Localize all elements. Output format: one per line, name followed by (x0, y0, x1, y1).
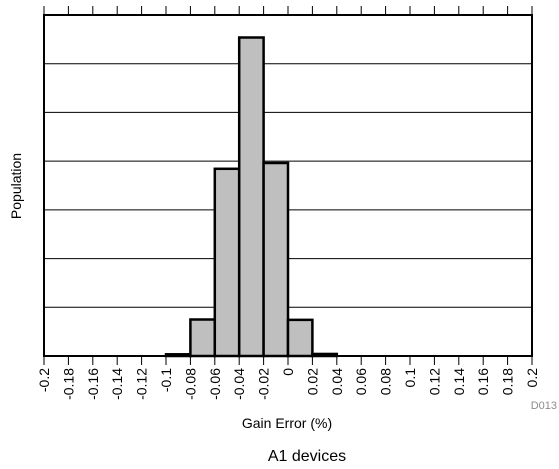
x-tick-label: -0.2 (36, 368, 52, 392)
x-tick-label: -0.1 (158, 368, 174, 392)
histogram-bar (213, 167, 241, 358)
histogram-bar (189, 318, 217, 358)
y-axis-label: Population (8, 152, 24, 220)
x-tick-label: -0.08 (182, 368, 198, 400)
x-tick-label: 0 (280, 368, 296, 376)
histogram-bar (262, 161, 290, 358)
histogram-bar (286, 318, 314, 358)
tick-marks (43, 6, 533, 365)
x-tick-label: 0.06 (353, 368, 369, 395)
x-tick-label: -0.14 (109, 368, 125, 400)
x-tick-label: -0.06 (207, 368, 223, 400)
histogram-bar (237, 36, 265, 358)
x-tick-label: 0.18 (500, 368, 516, 395)
x-tick-label: 0.16 (475, 368, 491, 395)
x-tick-label: -0.12 (134, 368, 150, 400)
x-tick-label: -0.16 (85, 368, 101, 400)
x-tick-label: 0.02 (304, 368, 320, 395)
figure-id: D013 (530, 400, 557, 412)
x-tick-label: 0.08 (378, 368, 394, 395)
histogram-bars (164, 36, 339, 358)
x-tick-labels: -0.2 -0.18 -0.16 -0.14 -0.12 -0.1 -0.08 -0.06 -0… (36, 368, 540, 400)
x-tick-label: -0.18 (60, 368, 76, 400)
x-tick-label: -0.04 (231, 368, 247, 400)
x-tick-label: 0.2 (524, 368, 540, 388)
x-tick-label: -0.02 (256, 368, 272, 400)
x-axis-label: Gain Error (%) (241, 415, 333, 431)
x-tick-label: 0.1 (402, 368, 418, 388)
chart-caption: A1 devices (267, 448, 347, 465)
x-tick-label: 0.12 (426, 368, 442, 395)
x-tick-label: 0.14 (451, 368, 467, 395)
x-tick-label: 0.04 (329, 368, 345, 395)
